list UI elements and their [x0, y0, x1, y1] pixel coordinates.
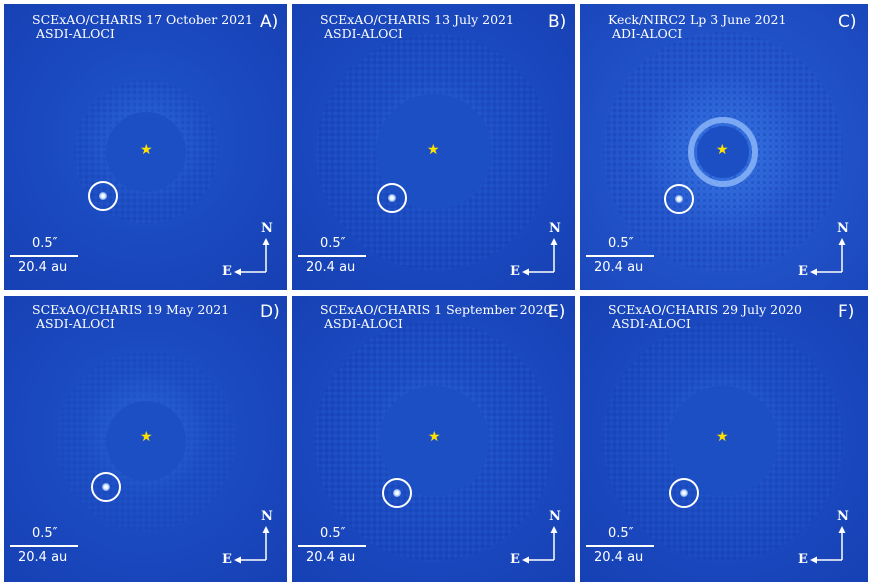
panel-e: SCExAO/CHARIS 1 September 2020 ASDI-ALOC…: [292, 296, 575, 582]
east-label: E: [798, 552, 808, 567]
panel-b: SCExAO/CHARIS 13 July 2021 ASDI-ALOCI B)…: [292, 4, 575, 290]
panel-title: SCExAO/CHARIS 29 July 2020: [608, 302, 802, 317]
companion-icon: [393, 489, 401, 497]
star-icon: ★: [716, 429, 729, 445]
scale-bar: [10, 545, 78, 547]
scale-arcsec-label: 0.5″: [320, 236, 346, 251]
east-label: E: [222, 264, 232, 279]
scale-arcsec-label: 0.5″: [32, 526, 58, 541]
companion-icon: [675, 195, 683, 203]
north-label: N: [261, 509, 273, 524]
panel-subtitle: ASDI-ALOCI: [324, 26, 403, 41]
panel-d: SCExAO/CHARIS 19 May 2021 ASDI-ALOCI D) …: [4, 296, 287, 582]
companion-ring-icon: [664, 184, 694, 214]
scale-arcsec-label: 0.5″: [32, 236, 58, 251]
scale-au-label: 20.4 au: [306, 260, 356, 275]
scale-arcsec-label: 0.5″: [608, 526, 634, 541]
scale-arcsec-label: 0.5″: [320, 526, 346, 541]
panel-letter: C): [838, 12, 857, 32]
panel-subtitle: ASDI-ALOCI: [612, 316, 691, 331]
compass-icon: N E: [506, 220, 566, 279]
panel-c: Keck/NIRC2 Lp 3 June 2021 ADI-ALOCI C) ★…: [580, 4, 868, 290]
compass-icon: N E: [794, 220, 854, 279]
north-label: N: [837, 221, 849, 236]
scale-bar: [10, 255, 78, 257]
scale-au-label: 20.4 au: [594, 550, 644, 565]
scale-bar: [586, 255, 654, 257]
compass-arrows: [234, 526, 270, 564]
companion-icon: [680, 489, 688, 497]
compass-arrows: [522, 238, 558, 276]
scale-bar: [298, 255, 366, 257]
panel-letter: D): [260, 302, 280, 322]
star-icon: ★: [427, 142, 440, 158]
panel-subtitle: ASDI-ALOCI: [36, 26, 115, 41]
companion-icon: [102, 483, 110, 491]
north-label: N: [549, 509, 561, 524]
star-icon: ★: [716, 142, 729, 158]
north-label: N: [549, 221, 561, 236]
companion-ring-icon: [91, 472, 121, 502]
companion-ring-icon: [382, 478, 412, 508]
companion-ring-icon: [669, 478, 699, 508]
panel-title: Keck/NIRC2 Lp 3 June 2021: [608, 12, 787, 27]
speckle-field: [603, 321, 843, 561]
scale-au-label: 20.4 au: [18, 260, 68, 275]
panel-letter: A): [260, 12, 279, 32]
panel-title: SCExAO/CHARIS 17 October 2021: [32, 12, 254, 27]
north-label: N: [837, 509, 849, 524]
east-label: E: [222, 552, 232, 567]
panel-letter: B): [548, 12, 567, 32]
scale-au-label: 20.4 au: [306, 550, 356, 565]
companion-ring-icon: [377, 183, 407, 213]
panel-title: SCExAO/CHARIS 13 July 2021: [320, 12, 514, 27]
panel-title: SCExAO/CHARIS 19 May 2021: [32, 302, 230, 317]
compass-icon: N E: [794, 508, 854, 567]
compass-arrows: [234, 238, 270, 276]
compass-icon: N E: [218, 508, 278, 567]
scale-au-label: 20.4 au: [18, 550, 68, 565]
panel-subtitle: ADI-ALOCI: [612, 26, 683, 41]
compass-arrows: [810, 526, 846, 564]
speckle-field: [314, 321, 554, 561]
companion-icon: [388, 194, 396, 202]
panel-f: SCExAO/CHARIS 29 July 2020 ASDI-ALOCI F)…: [580, 296, 868, 582]
scale-bar: [586, 545, 654, 547]
compass-icon: N E: [218, 220, 278, 279]
east-label: E: [510, 264, 520, 279]
scale-bar: [298, 545, 366, 547]
east-label: E: [510, 552, 520, 567]
star-icon: ★: [140, 429, 153, 445]
north-label: N: [261, 221, 273, 236]
star-icon: ★: [140, 142, 153, 158]
panel-letter: F): [838, 302, 855, 322]
compass-arrows: [522, 526, 558, 564]
panel-subtitle: ASDI-ALOCI: [324, 316, 403, 331]
panel-a: SCExAO/CHARIS 17 October 2021 ASDI-ALOCI…: [4, 4, 287, 290]
scale-au-label: 20.4 au: [594, 260, 644, 275]
compass-icon: N E: [506, 508, 566, 567]
speckle-field: [603, 32, 843, 272]
companion-icon: [99, 192, 107, 200]
star-icon: ★: [428, 429, 441, 445]
east-label: E: [798, 264, 808, 279]
scale-arcsec-label: 0.5″: [608, 236, 634, 251]
panel-letter: E): [548, 302, 566, 322]
panel-subtitle: ASDI-ALOCI: [36, 316, 115, 331]
compass-arrows: [810, 238, 846, 276]
companion-ring-icon: [88, 181, 118, 211]
panel-title: SCExAO/CHARIS 1 September 2020: [320, 302, 552, 317]
speckle-field: [316, 34, 552, 270]
